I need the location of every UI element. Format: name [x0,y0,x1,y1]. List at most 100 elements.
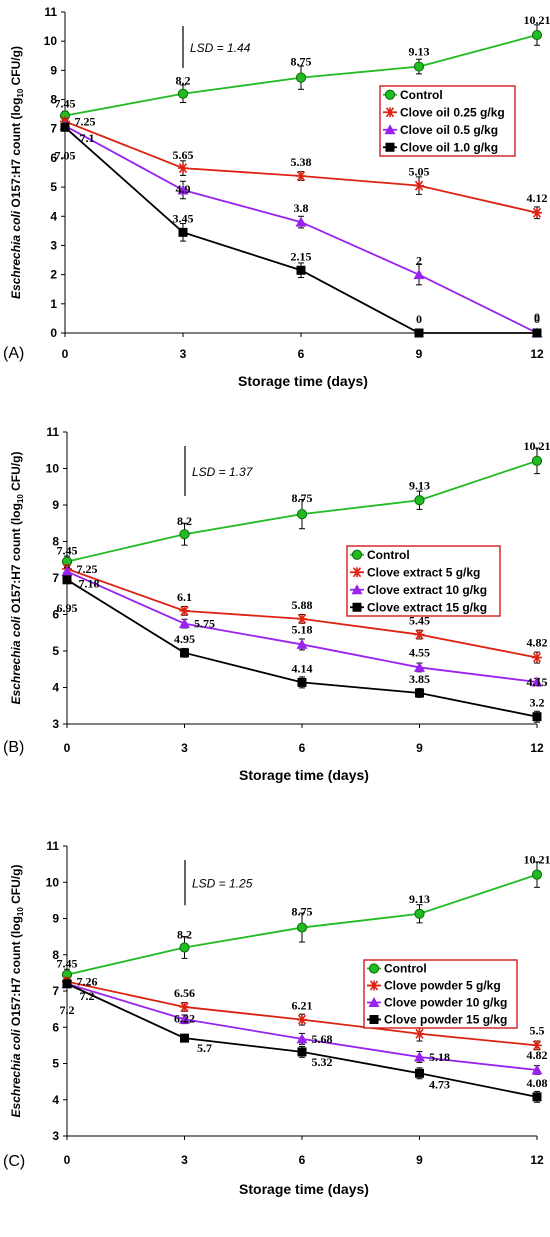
data-label: 7.05 [55,148,76,162]
y-tick-label: 4 [52,681,59,695]
lsd-label: LSD = 1.37 [192,465,254,479]
series-1: 7.45 8.2 8.75 9.13 10.21 [57,853,550,981]
y-tick-label: 4 [52,1093,59,1107]
data-point [296,171,306,182]
legend-label: Clove powder 15 g/kg [384,1013,507,1027]
data-point [531,1064,543,1075]
y-axis-title: Eschrechia coli O157:H7 count (log10 CFU… [9,452,25,705]
y-axis-title: Eschrechia coli O157:H7 count (log10 CFU… [9,46,25,299]
data-point [297,613,307,624]
data-point [297,1014,307,1025]
panel-label: (B) [3,739,24,756]
x-tick-label: 12 [530,347,544,361]
data-label: 8.2 [177,928,192,942]
legend-marker [352,602,362,612]
y-tick-label: 1 [50,297,57,311]
data-label: 8.75 [292,491,313,505]
legend-label: Clove extract 10 g/kg [367,583,487,597]
legend-label: Clove oil 0.25 g/kg [400,105,505,119]
data-label: 4.08 [527,1076,548,1090]
y-tick-label: 8 [50,93,57,107]
data-label: 4.15 [527,675,548,689]
y-tick-label: 8 [52,535,59,549]
data-point [180,1033,189,1043]
data-label: 3.85 [409,672,430,686]
lsd-label: LSD = 1.44 [190,41,251,55]
y-axis-title-part: 10 [16,907,25,916]
legend-item: Clove extract 15 g/kg [350,600,487,614]
legend-box [379,85,516,157]
y-tick-label: 5 [50,180,57,194]
data-label: 4.9 [176,182,191,196]
y-tick-label: 9 [52,912,59,926]
y-tick-label: 8 [52,948,59,962]
x-axis-title: Storage time (days) [239,1181,369,1197]
data-label: 10.21 [524,439,550,453]
x-tick-label: 9 [416,1153,423,1167]
data-point [296,509,308,520]
y-axis-title-part: CFU/g) [9,865,23,908]
data-point [414,1051,425,1062]
data-label: 9.13 [409,478,430,492]
legend-label: Control [384,962,427,976]
data-label: 3.8 [294,201,309,215]
x-tick-label: 9 [416,741,423,755]
legend: Control Clove oil 0.25 g/kg Clove oil 0.5 … [379,85,516,157]
y-tick-label: 5 [52,1057,59,1071]
data-label: 7.1 [80,131,95,145]
data-point [531,29,543,41]
data-label: 8.2 [176,74,191,88]
data-point [297,677,307,687]
data-label: 7.25 [75,114,96,128]
data-point [180,648,189,658]
x-tick-label: 6 [299,741,306,755]
data-label: 5.05 [409,165,430,179]
legend-label: Clove extract 5 g/kg [367,565,480,579]
data-label: 7.2 [60,1003,75,1017]
data-point [413,269,425,280]
series-2: 7.25 6.1 5.88 5.45 4.82 [62,562,548,664]
data-label: 4.14 [292,661,313,675]
legend-label: Clove extract 15 g/kg [367,600,487,614]
y-axis-title-part: O157:H7 count (log [9,916,23,1029]
x-axis-title: Storage time (days) [239,767,369,783]
legend-item: Control [383,88,443,102]
y-tick-label: 3 [50,238,57,252]
data-label: 3.45 [173,211,194,225]
data-label: 4.12 [527,191,548,205]
data-label: 4.95 [174,632,195,646]
data-label: 4.73 [429,1077,450,1091]
data-label: 7.45 [57,544,78,558]
x-tick-label: 12 [530,1153,544,1167]
data-point [296,638,308,649]
legend-label: Clove oil 0.5 g/kg [400,123,498,137]
data-label: 5.45 [409,614,430,628]
y-tick-label: 7 [50,122,57,136]
legend-label: Control [367,548,410,562]
data-label: 2.15 [291,249,312,263]
data-label: 5.88 [292,598,313,612]
data-point [531,676,543,687]
data-point [414,908,425,919]
data-point [179,529,190,540]
legend: Control Clove powder 5 g/kg Clove powder 1… [363,959,518,1029]
data-label: 4.82 [527,1048,548,1062]
data-label: 7.25 [77,562,98,576]
y-tick-label: 11 [46,839,59,853]
series-1: 7.45 8.2 8.75 9.13 10.21 [57,439,550,568]
data-label: 5.18 [429,1050,450,1064]
legend: Control Clove extract 5 g/kg Clove extract… [346,545,501,617]
x-tick-label: 0 [64,1153,71,1167]
data-label: 7.45 [57,957,78,971]
data-label: 5.7 [197,1041,212,1055]
legend-marker [368,997,380,1007]
series-4: 7.2 5.7 5.32 4.73 4.08 [60,979,548,1103]
y-axis-title-part: Eschrechia coli [9,1029,23,1118]
y-tick-label: 10 [44,34,58,48]
x-tick-label: 12 [530,741,544,755]
data-point [414,1028,425,1039]
legend-marker [369,1015,379,1024]
x-tick-label: 0 [64,741,71,755]
